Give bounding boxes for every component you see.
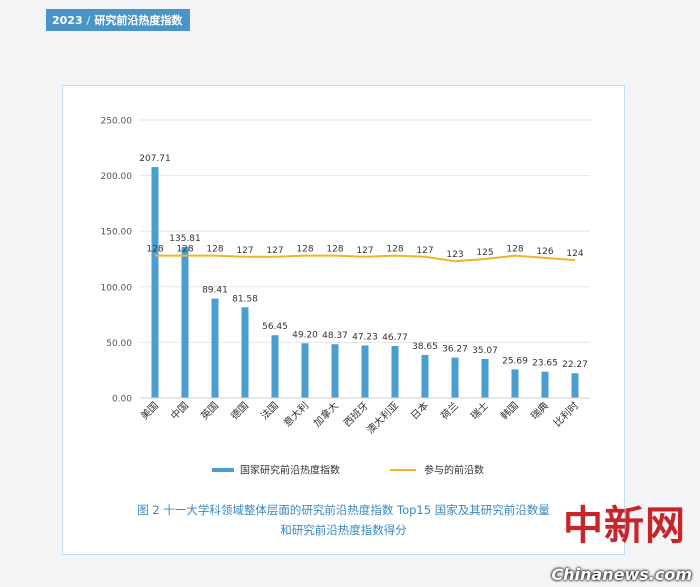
badge-divider: / — [86, 13, 91, 27]
x-category-label: 韩国 — [498, 399, 521, 422]
line-value-label: 123 — [446, 250, 463, 260]
y-tick-label: 150.00 — [101, 228, 133, 238]
section-badge: 2023 / 研究前沿热度指数 — [46, 9, 190, 31]
bar — [271, 335, 279, 398]
watermark-logo: 中新网 — [563, 502, 686, 549]
caption-line-2: 和研究前沿热度指数得分 — [280, 523, 407, 537]
bar-value-label: 49.20 — [292, 330, 318, 340]
legend-swatch-bar — [212, 468, 234, 472]
x-category-label: 荷兰 — [438, 399, 461, 422]
line-value-label: 128 — [146, 245, 163, 255]
bar-value-label: 56.45 — [262, 322, 288, 332]
x-category-label: 德国 — [228, 399, 251, 422]
x-category-label: 西班牙 — [341, 400, 371, 430]
bar-value-label: 81.58 — [232, 294, 258, 304]
x-category-label: 日本 — [408, 399, 431, 422]
x-category-label: 加拿大 — [311, 399, 341, 429]
line-value-label: 128 — [326, 245, 343, 255]
bar — [541, 371, 549, 398]
bar-value-label: 47.23 — [352, 332, 378, 342]
bar-value-label: 207.71 — [139, 154, 171, 164]
x-category-label: 美国 — [138, 399, 161, 422]
bar-value-label: 36.27 — [442, 345, 468, 355]
x-category-label: 意大利 — [281, 399, 311, 429]
y-tick-label: 200.00 — [101, 172, 133, 182]
bar — [421, 355, 429, 398]
bar — [511, 369, 519, 398]
bar — [391, 345, 399, 398]
bar-value-label: 46.77 — [382, 333, 408, 343]
bar — [361, 345, 369, 398]
line-value-label: 127 — [266, 246, 283, 256]
badge-year: 2023 — [52, 13, 83, 27]
y-tick-label: 0.00 — [112, 395, 132, 405]
bar — [481, 359, 489, 398]
line-value-label: 128 — [506, 245, 523, 255]
bar — [301, 343, 309, 398]
bar — [241, 307, 249, 398]
x-category-label: 瑞士 — [468, 399, 491, 422]
bar — [151, 167, 159, 398]
x-category-label: 比利时 — [551, 400, 581, 430]
line-value-label: 128 — [296, 245, 313, 255]
bar-value-label: 25.69 — [502, 356, 528, 366]
figure-caption: 图 2 十一大学科领域整体层面的研究前沿热度指数 Top15 国家及其研究前沿数… — [62, 500, 625, 540]
bar-value-label: 38.65 — [412, 342, 438, 352]
x-category-label: 中国 — [168, 399, 191, 422]
bar-value-label: 135.81 — [169, 234, 201, 244]
y-tick-label: 50.00 — [106, 339, 132, 349]
bar-value-label: 48.37 — [322, 331, 348, 341]
bar — [181, 246, 189, 398]
x-category-label: 法国 — [258, 399, 281, 422]
x-category-label: 瑞典 — [528, 399, 551, 422]
line-value-label: 128 — [386, 245, 403, 255]
bar-value-label: 23.65 — [532, 359, 558, 369]
bar-value-label: 35.07 — [472, 346, 498, 356]
bar-value-label: 22.27 — [562, 360, 588, 370]
line-value-label: 127 — [356, 246, 373, 256]
line-value-label: 127 — [236, 246, 253, 256]
bar-value-label: 89.41 — [202, 286, 228, 296]
line-value-label: 126 — [536, 247, 553, 257]
line-value-label: 128 — [176, 245, 193, 255]
bar — [571, 373, 579, 398]
line-value-label: 128 — [206, 245, 223, 255]
bar — [331, 344, 339, 398]
line-value-label: 124 — [566, 249, 583, 259]
y-tick-label: 250.00 — [101, 117, 133, 127]
bar — [211, 298, 219, 398]
frontier-count-line — [155, 254, 576, 263]
line-value-label: 127 — [416, 246, 433, 256]
x-category-label: 英国 — [198, 399, 221, 422]
bar — [451, 357, 459, 398]
line-value-label: 125 — [476, 248, 493, 258]
legend-label-line: 参与的前沿数 — [424, 464, 484, 477]
y-tick-label: 100.00 — [101, 283, 133, 293]
x-category-label: 澳大利亚 — [364, 399, 401, 436]
badge-title: 研究前沿热度指数 — [94, 14, 183, 27]
caption-line-1: 图 2 十一大学科领域整体层面的研究前沿热度指数 Top15 国家及其研究前沿数… — [137, 503, 550, 517]
watermark-url: Chinanews.com — [551, 565, 692, 584]
legend-label-bar: 国家研究前沿热度指数 — [240, 464, 340, 477]
